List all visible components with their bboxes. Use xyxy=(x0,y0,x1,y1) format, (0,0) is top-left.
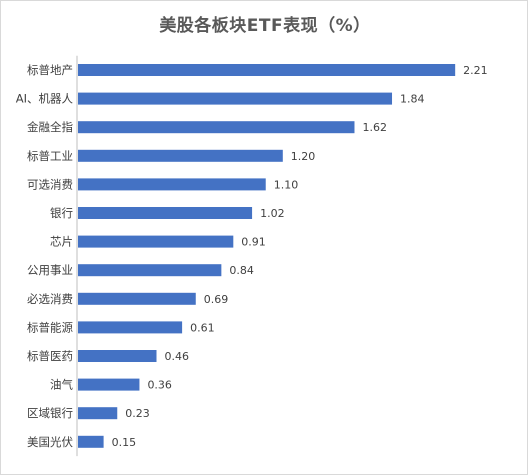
bar xyxy=(78,292,196,305)
category-label: 必选消费 xyxy=(27,292,73,306)
bar xyxy=(78,407,118,420)
value-label: 1.84 xyxy=(400,93,425,106)
category-label: 公用事业 xyxy=(27,263,73,277)
bar xyxy=(78,378,140,391)
value-label: 1.62 xyxy=(362,121,387,134)
value-label: 1.02 xyxy=(260,207,285,220)
value-label: 0.61 xyxy=(190,321,215,334)
category-label: 芯片 xyxy=(50,235,73,249)
value-label: 0.69 xyxy=(204,293,229,306)
bar xyxy=(78,149,283,162)
chart-title: 美股各板块ETF表现（%） xyxy=(159,16,371,36)
bar xyxy=(78,321,183,334)
category-label: 标普医药 xyxy=(27,349,73,363)
bar xyxy=(78,264,222,277)
bar xyxy=(78,64,456,76)
category-label: 区域银行 xyxy=(27,406,73,420)
bar xyxy=(78,350,157,362)
value-label: 0.36 xyxy=(147,379,172,392)
category-label: 美国光伏 xyxy=(27,435,73,449)
bar xyxy=(78,207,253,219)
bar xyxy=(78,235,234,248)
category-label: 油气 xyxy=(50,378,73,392)
category-label: 标普能源 xyxy=(27,320,73,334)
value-label: 1.20 xyxy=(291,150,316,163)
category-label: AI、机器人 xyxy=(16,92,74,106)
category-label: 标普工业 xyxy=(27,149,73,163)
value-label: 0.46 xyxy=(165,350,190,363)
value-label: 0.84 xyxy=(229,264,254,277)
value-label: 0.91 xyxy=(241,236,266,249)
bar xyxy=(78,92,393,105)
value-label: 2.21 xyxy=(463,64,488,77)
bar xyxy=(78,178,266,191)
category-label: 可选消费 xyxy=(27,177,73,191)
value-label: 0.23 xyxy=(125,407,149,420)
category-label: 金融全指 xyxy=(27,120,73,134)
category-label: 银行 xyxy=(50,206,73,220)
value-label: 1.10 xyxy=(274,178,299,191)
bar xyxy=(78,435,104,448)
category-label: 标普地产 xyxy=(27,63,73,77)
value-label: 0.15 xyxy=(112,436,137,449)
bar-group: 标普地产 2.21 AI、机器人 1.84 金融全指 1.62 标普工业 1.20 可选消费 1.… xyxy=(16,63,488,449)
bar xyxy=(78,121,355,134)
